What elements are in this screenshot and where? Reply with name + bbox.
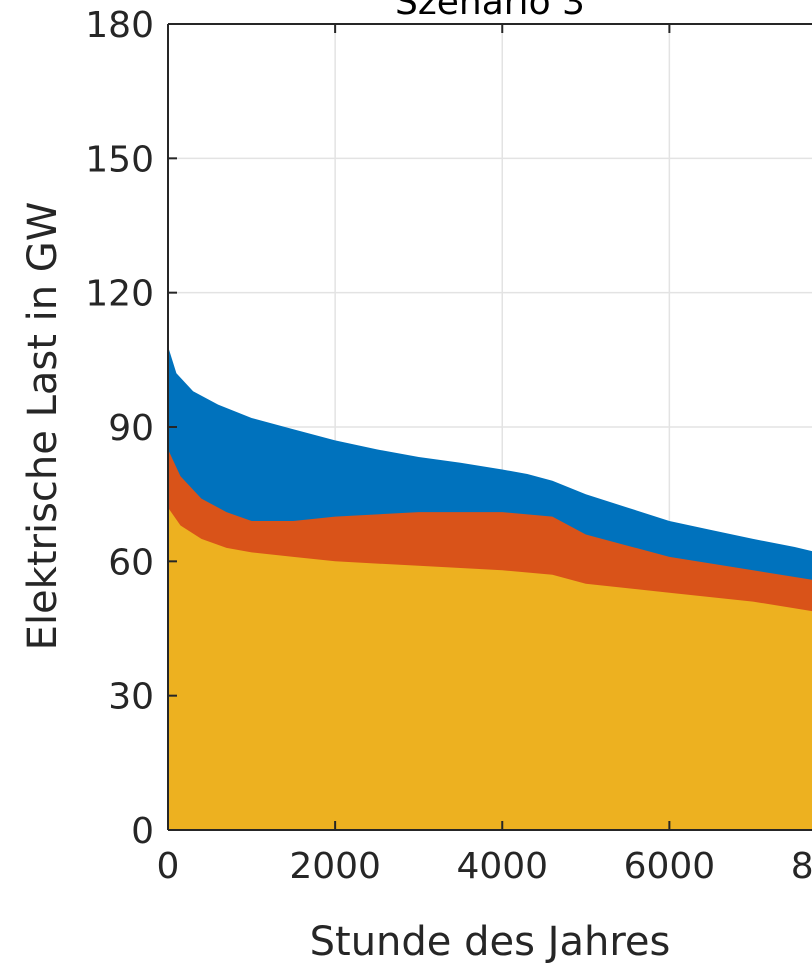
x-tick-label-0: 0 bbox=[157, 846, 180, 887]
y-tick-labels: 0 30 60 90 120 150 180 bbox=[85, 5, 154, 852]
axes-layer bbox=[167, 23, 812, 831]
y-tick-label-1: 30 bbox=[108, 677, 154, 718]
y-tick-label-6: 180 bbox=[85, 5, 154, 46]
area-layer bbox=[168, 346, 812, 830]
x-axis-label: Stunde des Jahres bbox=[310, 919, 671, 965]
y-tick-label-3: 90 bbox=[108, 408, 154, 449]
x-tick-label-4: 8000 bbox=[791, 846, 812, 887]
x-tick-label-2: 4000 bbox=[456, 846, 548, 887]
chart-title: Szenario 3 bbox=[395, 0, 585, 23]
y-tick-label-0: 0 bbox=[131, 811, 154, 852]
x-tick-label-1: 2000 bbox=[289, 846, 381, 887]
y-tick-label-4: 120 bbox=[85, 274, 154, 315]
y-tick-label-2: 60 bbox=[108, 542, 154, 583]
x-tick-labels: 0 2000 4000 6000 8000 bbox=[157, 846, 812, 887]
area-series-0 bbox=[168, 507, 812, 830]
y-axis-label: Elektrische Last in GW bbox=[20, 202, 66, 651]
x-tick-label-3: 6000 bbox=[624, 846, 716, 887]
y-tick-label-5: 150 bbox=[85, 139, 154, 180]
